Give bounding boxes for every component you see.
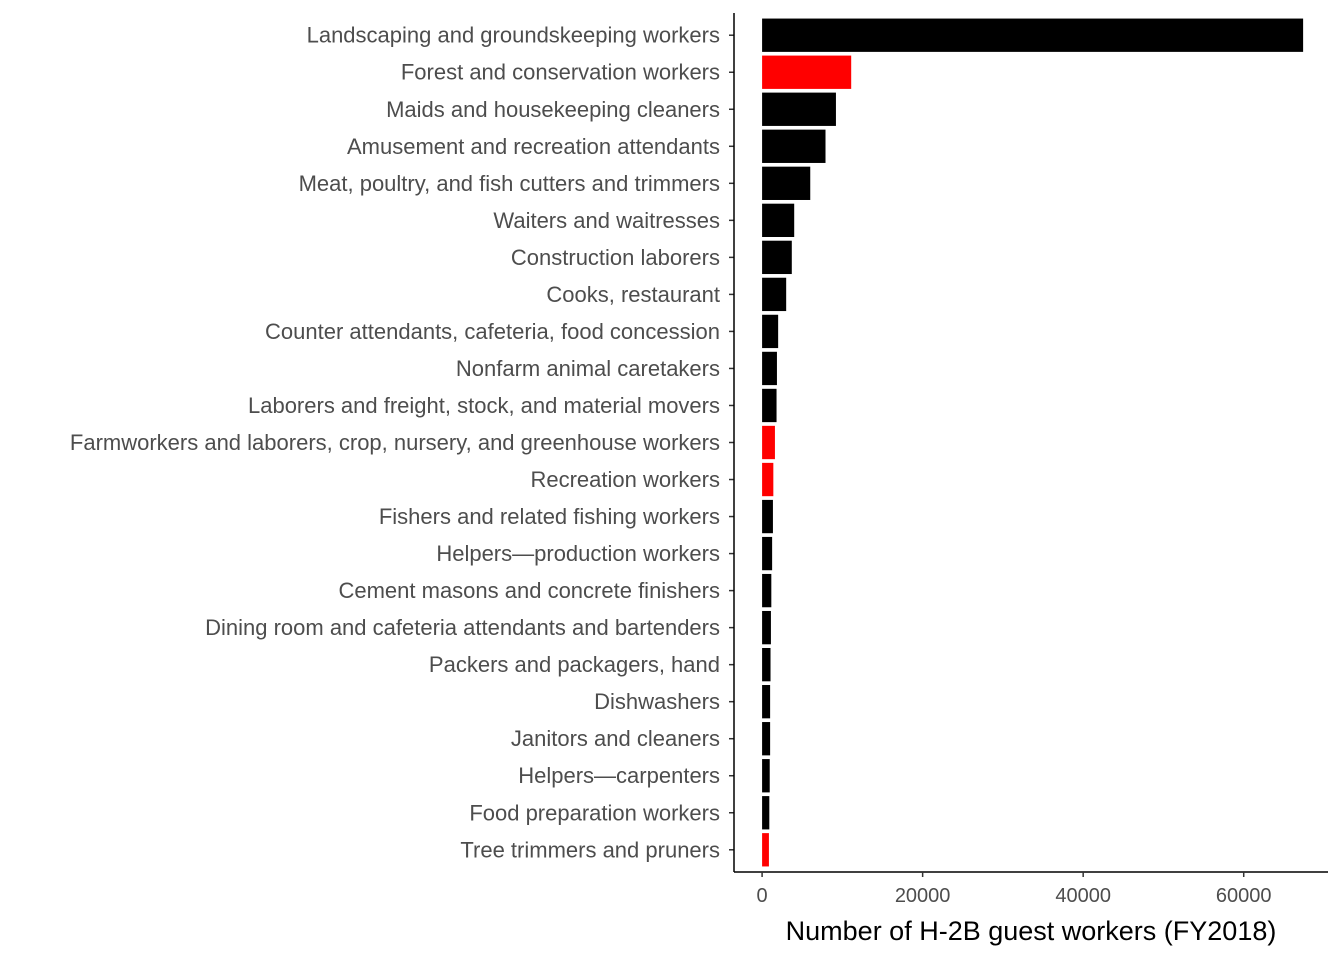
bars-group xyxy=(762,18,1304,867)
y-tick-label: Waiters and waitresses xyxy=(493,208,720,233)
bar xyxy=(762,462,774,497)
y-tick-label: Tree trimmers and pruners xyxy=(460,837,720,862)
bar xyxy=(762,240,792,275)
y-tick-label: Farmworkers and laborers, crop, nursery,… xyxy=(70,430,720,455)
bar xyxy=(762,573,772,608)
y-tick-label: Dining room and cafeteria attendants and… xyxy=(205,615,720,640)
y-tick-label: Cooks, restaurant xyxy=(546,282,720,307)
bar xyxy=(762,388,777,423)
y-tick-label: Counter attendants, cafeteria, food conc… xyxy=(265,319,720,344)
y-tick-label: Nonfarm animal caretakers xyxy=(456,356,720,381)
x-tick-label: 40000 xyxy=(1055,885,1111,907)
bar xyxy=(762,425,775,460)
x-tick-label: 0 xyxy=(757,885,768,907)
bar xyxy=(762,314,779,349)
bar xyxy=(762,647,771,682)
y-tick-label: Landscaping and groundskeeping workers xyxy=(307,23,720,48)
bar xyxy=(762,722,771,756)
y-tick-label: Helpers—carpenters xyxy=(518,763,720,788)
y-tick-label: Dishwashers xyxy=(594,689,720,714)
bar xyxy=(762,536,773,571)
y-tick-label: Maids and housekeeping cleaners xyxy=(386,97,720,122)
bar xyxy=(762,833,769,867)
x-tick-label: 20000 xyxy=(895,885,951,907)
y-tick-label: Amusement and recreation attendants xyxy=(347,134,720,159)
bar xyxy=(762,129,826,163)
x-axis-title: Number of H-2B guest workers (FY2018) xyxy=(786,916,1277,946)
y-tick-label: Construction laborers xyxy=(511,245,720,270)
x-axis: 0 20000 40000 60000 xyxy=(734,871,1328,907)
bar xyxy=(762,351,777,386)
y-tick-label: Food preparation workers xyxy=(469,800,720,825)
y-axis: Landscaping and groundskeeping workers Fo… xyxy=(70,13,735,872)
bar xyxy=(762,499,773,534)
bar xyxy=(762,55,852,89)
y-tick-label: Packers and packagers, hand xyxy=(429,652,720,677)
bar xyxy=(762,759,770,793)
y-tick-label: Fishers and related fishing workers xyxy=(379,504,720,529)
y-tick-label: Helpers—production workers xyxy=(436,541,720,566)
bar xyxy=(762,18,1304,52)
bar xyxy=(762,610,771,645)
bar xyxy=(762,685,771,719)
y-tick-label: Laborers and freight, stock, and materia… xyxy=(248,393,720,418)
bar xyxy=(762,166,811,200)
y-tick-label: Janitors and cleaners xyxy=(511,726,720,751)
bar xyxy=(762,92,836,126)
y-tick-label: Meat, poultry, and fish cutters and trim… xyxy=(299,171,720,196)
y-tick-label: Forest and conservation workers xyxy=(401,60,720,85)
y-tick-label: Cement masons and concrete finishers xyxy=(338,578,720,603)
bar xyxy=(762,203,795,238)
bar xyxy=(762,796,770,830)
y-tick-label: Recreation workers xyxy=(530,467,720,492)
x-tick-label: 60000 xyxy=(1216,885,1272,907)
bar xyxy=(762,277,787,312)
